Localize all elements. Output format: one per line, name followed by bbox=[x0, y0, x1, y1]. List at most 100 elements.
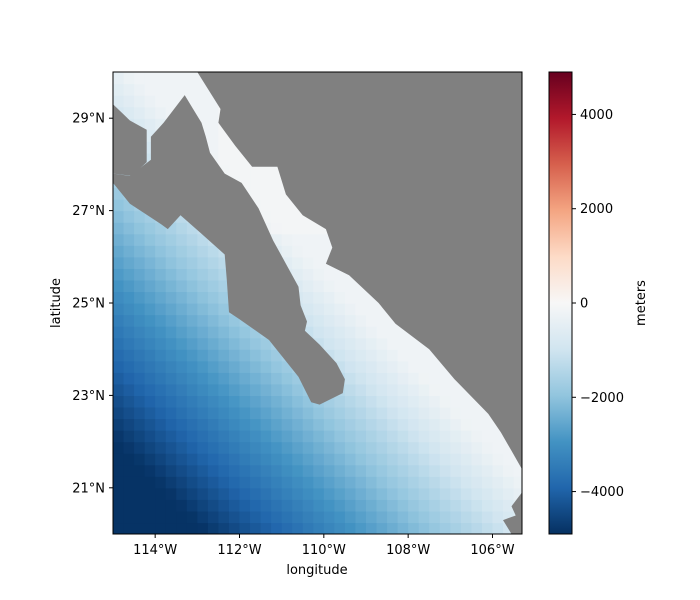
y-tick-label: 29°N bbox=[72, 112, 105, 127]
bathymetry-cell bbox=[228, 406, 241, 420]
bathymetry-cell bbox=[186, 430, 198, 443]
bathymetry-cell bbox=[207, 441, 220, 454]
bathymetry-cell bbox=[260, 349, 272, 362]
bathymetry-cell bbox=[144, 95, 156, 108]
bathymetry-cell bbox=[186, 360, 198, 373]
bathymetry-cell bbox=[155, 106, 167, 119]
bathymetry-cell bbox=[397, 406, 409, 420]
bathymetry-cell bbox=[365, 349, 378, 362]
bathymetry-cell bbox=[218, 418, 230, 431]
bathymetry-cell bbox=[113, 187, 125, 200]
bathymetry-cell bbox=[387, 453, 399, 466]
bathymetry-cell bbox=[207, 395, 220, 408]
bathymetry-cell bbox=[365, 326, 378, 339]
bathymetry-cell bbox=[144, 268, 156, 281]
bathymetry-cell bbox=[344, 303, 357, 316]
bathymetry-cell bbox=[429, 487, 441, 500]
bathymetry-cell bbox=[155, 222, 167, 235]
bathymetry-cell bbox=[450, 522, 462, 534]
bathymetry-cell bbox=[113, 476, 125, 489]
bathymetry-cell bbox=[439, 510, 451, 524]
bathymetry-cell bbox=[186, 395, 198, 408]
bathymetry-cell bbox=[144, 279, 156, 293]
bathymetry-cell bbox=[344, 510, 357, 524]
bathymetry-cell bbox=[271, 164, 283, 177]
bathymetry-cell bbox=[165, 487, 177, 500]
bathymetry-cell bbox=[228, 499, 241, 512]
bathymetry-cell bbox=[334, 337, 346, 350]
bathymetry-cell bbox=[260, 337, 272, 350]
bathymetry-cell bbox=[144, 372, 156, 385]
bathymetry-cell bbox=[365, 360, 378, 373]
bathymetry-cell bbox=[228, 164, 241, 177]
bathymetry-cell bbox=[387, 441, 399, 454]
bathymetry-cell bbox=[418, 349, 430, 362]
bathymetry-cell bbox=[165, 360, 177, 373]
bathymetry-cell bbox=[313, 406, 325, 420]
bathymetry-cell bbox=[218, 476, 230, 489]
bathymetry-cell bbox=[387, 418, 399, 431]
bathymetry-cell bbox=[197, 453, 209, 466]
bathymetry-cell bbox=[207, 360, 220, 373]
bathymetry-cell bbox=[155, 395, 167, 408]
bathymetry-cell bbox=[144, 291, 156, 304]
bathymetry-cell bbox=[439, 406, 451, 420]
bathymetry-cell bbox=[260, 476, 272, 489]
bathymetry-cell bbox=[207, 349, 220, 362]
bathymetry-cell bbox=[481, 441, 494, 454]
bathymetry-cell bbox=[281, 487, 293, 500]
bathymetry-cell bbox=[439, 476, 451, 489]
bathymetry-cell bbox=[155, 453, 167, 466]
bathymetry-cell bbox=[313, 314, 325, 327]
bathymetry-cell bbox=[376, 487, 388, 500]
bathymetry-cell bbox=[165, 72, 177, 85]
bathymetry-cell bbox=[271, 464, 283, 477]
bathymetry-cell bbox=[408, 441, 420, 454]
bathymetry-cell bbox=[408, 476, 420, 489]
bathymetry-cell bbox=[387, 499, 399, 512]
colorbar: 4000 2000 0 −2000 −4000 meters bbox=[548, 71, 649, 535]
bathymetry-cell bbox=[503, 499, 515, 512]
bathymetry-cell bbox=[176, 487, 188, 500]
bathymetry-cell bbox=[460, 522, 472, 534]
x-axis-ticks: 114°W 112°W 110°W 108°W 106°W bbox=[133, 534, 515, 558]
bathymetry-cell bbox=[429, 406, 441, 420]
bathymetry-cell bbox=[144, 118, 156, 131]
bathymetry-cell bbox=[113, 210, 125, 223]
bathymetry-cell bbox=[186, 95, 198, 108]
bathymetry-cell bbox=[450, 464, 462, 477]
bathymetry-cell bbox=[250, 360, 262, 373]
bathymetry-cell bbox=[134, 383, 146, 396]
bathymetry-cell bbox=[186, 303, 198, 316]
bathymetry-cell bbox=[197, 510, 209, 524]
bathymetry-cell bbox=[355, 522, 367, 534]
bathymetry-cell bbox=[313, 453, 325, 466]
bathymetry-cell bbox=[176, 499, 188, 512]
bathymetry-cell bbox=[260, 487, 272, 500]
bathymetry-cell bbox=[155, 291, 167, 304]
bathymetry-cell bbox=[313, 337, 325, 350]
bathymetry-cell bbox=[250, 164, 262, 177]
bathymetry-cell bbox=[302, 326, 314, 339]
colorbar-tick-label: 4000 bbox=[580, 108, 613, 123]
bathymetry-cell bbox=[313, 464, 325, 477]
bathymetry-cell bbox=[397, 441, 409, 454]
bathymetry-cell bbox=[418, 395, 430, 408]
bathymetry-cell bbox=[113, 268, 125, 281]
bathymetry-cell bbox=[155, 303, 167, 316]
bathymetry-cell bbox=[271, 441, 283, 454]
bathymetry-cell bbox=[292, 222, 304, 235]
bathymetry-cell bbox=[260, 418, 272, 431]
bathymetry-cell bbox=[344, 360, 357, 373]
bathymetry-cell bbox=[408, 430, 420, 443]
bathymetry-cell bbox=[134, 430, 146, 443]
bathymetry-cell bbox=[176, 383, 188, 396]
bathymetry-cell bbox=[113, 303, 125, 316]
bathymetry-cell bbox=[281, 430, 293, 443]
bathymetry-cell bbox=[408, 510, 420, 524]
bathymetry-cell bbox=[123, 245, 135, 258]
bathymetry-cell bbox=[450, 430, 462, 443]
bathymetry-cell bbox=[292, 233, 304, 246]
bathymetry-cell bbox=[365, 418, 378, 431]
bathymetry-cell bbox=[197, 326, 209, 339]
